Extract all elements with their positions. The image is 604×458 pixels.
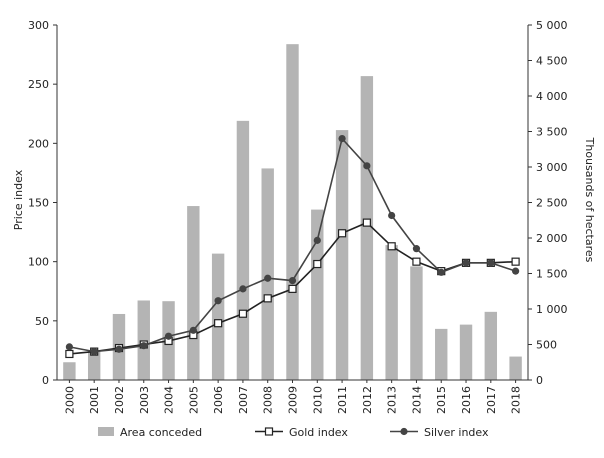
point-silver-index-2009 <box>288 277 297 285</box>
point-silver-index-2017 <box>487 259 495 267</box>
x-tick-label-2016: 2016 <box>460 386 473 414</box>
lines-layer <box>65 135 520 359</box>
point-gold-index-2011 <box>337 229 347 238</box>
bar-area-conceded-2014 <box>410 266 423 380</box>
y-right-tick-label: 3 500 <box>536 126 568 139</box>
y-left-tick-label: 300 <box>28 19 49 32</box>
bar-area-conceded-2011 <box>335 130 349 380</box>
x-tick-label-2015: 2015 <box>435 386 448 414</box>
bar-area-conceded-2015 <box>435 328 448 380</box>
point-silver-index-2003 <box>140 342 148 350</box>
y-axis-left-title: Price index <box>12 169 25 230</box>
x-tick-label-2007: 2007 <box>237 386 250 414</box>
legend-marker-gold-index <box>264 427 274 436</box>
x-tick-label-2011: 2011 <box>336 386 349 414</box>
bar-area-conceded-2016 <box>459 324 473 380</box>
legend: Area conceded Gold index Silver index <box>98 426 489 439</box>
bar-area-conceded-2001 <box>87 350 101 380</box>
point-silver-index-2006 <box>214 297 222 305</box>
ticks-layer: 0 50 100 150 200 250 300 0 500 1 000 1 500 2 000 2 5… <box>28 19 568 414</box>
x-tick-label-2002: 2002 <box>113 386 126 414</box>
bar-area-conceded-2018 <box>509 356 522 380</box>
bar-area-conceded-2005 <box>187 206 200 380</box>
bar-area-conceded-2008 <box>261 168 274 380</box>
bar-area-conceded-2010 <box>311 209 324 380</box>
y-right-tick-label: 4 500 <box>536 55 568 68</box>
y-right-tick-label: 2 500 <box>536 197 568 210</box>
point-silver-index-2005 <box>189 326 197 334</box>
y-right-tick-label: 1 500 <box>536 268 568 281</box>
y-left-tick-label: 0 <box>42 374 49 387</box>
point-gold-index-2006 <box>214 319 223 328</box>
x-tick-label-2014: 2014 <box>410 386 423 414</box>
bars-layer <box>63 44 522 381</box>
point-silver-index-2004 <box>164 332 173 340</box>
x-tick-label-2013: 2013 <box>386 386 399 414</box>
point-silver-index-2012 <box>363 162 371 170</box>
y-right-tick-label: 2 000 <box>536 232 568 245</box>
y-left-tick-label: 200 <box>28 137 49 150</box>
y-left-tick-label: 100 <box>28 256 49 269</box>
point-gold-index-2008 <box>263 294 272 303</box>
y-right-tick-label: 500 <box>536 339 557 352</box>
bar-area-conceded-2012 <box>360 76 374 381</box>
point-gold-index-2000 <box>65 349 74 359</box>
point-silver-index-2014 <box>412 245 421 253</box>
point-silver-index-2002 <box>115 345 123 353</box>
y-right-tick-label: 3 000 <box>536 161 568 174</box>
legend-swatch-area-conceded <box>98 427 114 436</box>
point-silver-index-2011 <box>338 135 346 143</box>
point-silver-index-2007 <box>239 285 247 293</box>
point-gold-index-2014 <box>412 257 421 266</box>
point-silver-index-2013 <box>388 211 396 220</box>
legend-label-area-conceded: Area conceded <box>120 426 202 439</box>
point-gold-index-2010 <box>313 259 322 269</box>
y-right-tick-label: 5 000 <box>536 19 568 32</box>
y-left-tick-label: 250 <box>28 78 49 91</box>
x-tick-label-2012: 2012 <box>361 386 374 414</box>
point-gold-index-2013 <box>387 242 396 251</box>
x-tick-label-2018: 2018 <box>510 386 523 414</box>
legend-marker-silver-index <box>400 427 408 436</box>
x-tick-label-2000: 2000 <box>63 386 76 414</box>
x-tick-label-2017: 2017 <box>485 386 498 414</box>
point-silver-index-2016 <box>462 259 470 267</box>
y-right-tick-label: 1 000 <box>536 303 568 316</box>
y-left-tick-label: 50 <box>35 315 49 328</box>
point-gold-index-2018 <box>511 257 520 266</box>
point-silver-index-2001 <box>90 348 98 356</box>
x-tick-label-2009: 2009 <box>287 386 300 414</box>
point-silver-index-2010 <box>313 236 321 244</box>
bar-area-conceded-2006 <box>211 253 225 380</box>
bar-area-conceded-2007 <box>236 120 250 380</box>
point-silver-index-2015 <box>437 268 445 276</box>
legend-label-silver-index: Silver index <box>424 426 489 439</box>
legend-label-gold-index: Gold index <box>289 426 348 439</box>
point-silver-index-2018 <box>512 267 520 275</box>
x-tick-label-2001: 2001 <box>88 386 101 414</box>
y-left-tick-label: 150 <box>28 197 49 210</box>
x-tick-label-2004: 2004 <box>163 386 176 414</box>
bar-area-conceded-2017 <box>484 311 498 380</box>
point-silver-index-2008 <box>264 274 272 282</box>
x-tick-label-2010: 2010 <box>311 386 324 414</box>
bar-area-conceded-2000 <box>63 362 76 380</box>
x-tick-label-2005: 2005 <box>187 386 200 414</box>
y-right-tick-label: 0 <box>536 374 543 387</box>
point-gold-index-2007 <box>238 309 248 318</box>
bar-area-conceded-2013 <box>385 245 398 380</box>
x-tick-label-2008: 2008 <box>262 386 275 414</box>
bar-area-conceded-2003 <box>137 300 150 380</box>
point-silver-index-2000 <box>65 343 73 351</box>
bar-area-conceded-2009 <box>286 44 299 381</box>
point-gold-index-2009 <box>288 284 297 293</box>
y-right-tick-label: 4 000 <box>536 90 568 103</box>
point-gold-index-2012 <box>362 218 371 227</box>
y-axis-right-title: Thousands of hectares <box>583 137 596 263</box>
x-tick-label-2003: 2003 <box>138 386 151 414</box>
x-tick-label-2006: 2006 <box>212 386 225 414</box>
